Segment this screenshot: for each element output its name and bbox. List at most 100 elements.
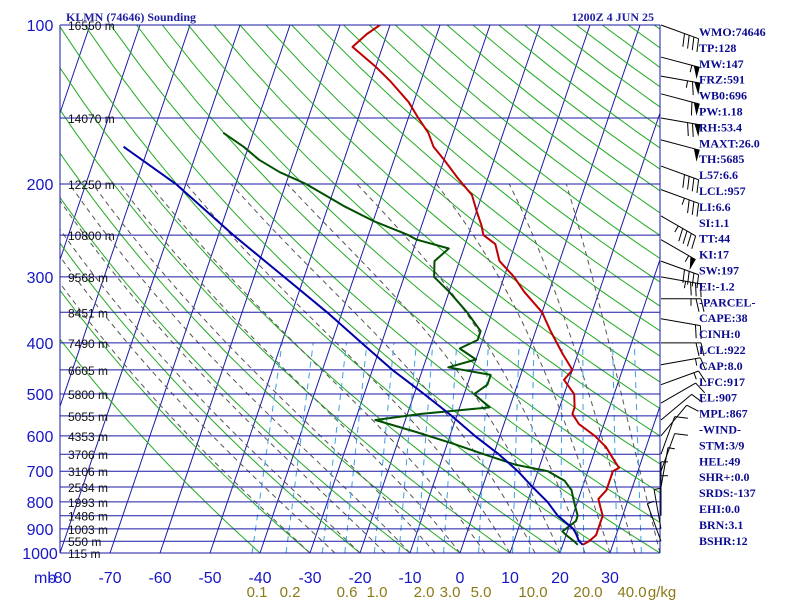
pressure-tick-label: 500 — [27, 387, 54, 404]
pressure-tick-label: 600 — [27, 429, 54, 446]
mixing-ratio-line — [321, 342, 347, 554]
wind-barb — [660, 24, 700, 52]
mixing-ratio-tick-label: 20.0 — [573, 584, 602, 600]
index-entry: FRZ:591 — [699, 73, 745, 87]
index-entry: SI:1.1 — [699, 216, 729, 230]
index-entry: SHR+:0.0 — [699, 470, 750, 484]
moist-adiabat-line — [68, 183, 411, 554]
temperature-tick-label: 10 — [501, 570, 519, 587]
index-entry: KI:17 — [699, 248, 729, 262]
mixing-ratio-line — [582, 342, 585, 554]
index-entry: WB0:696 — [699, 89, 747, 103]
sounding-traces — [122, 25, 620, 546]
mixing-ratio-tick-label: 0.2 — [280, 584, 301, 600]
temperature-tick-label: -50 — [198, 570, 221, 587]
wind-barb — [660, 382, 706, 404]
wind-barb — [660, 215, 697, 249]
isotherm-line — [409, 25, 591, 554]
height-label: 550 m — [68, 535, 101, 549]
index-entry: EHI:0.0 — [699, 502, 740, 516]
index-entry: MPL:867 — [699, 407, 748, 421]
mixing-ratio-line — [285, 342, 314, 554]
temperature-tick-label: -30 — [298, 570, 321, 587]
height-label: 115 m — [68, 547, 100, 561]
wind-barb — [660, 475, 668, 516]
wind-barb — [653, 487, 662, 529]
wind-barb — [660, 165, 700, 194]
mixing-ratio-tick-label: 2.0 — [414, 584, 435, 600]
height-label: 14070 m — [68, 112, 115, 126]
wind-barb — [661, 298, 705, 312]
height-label: 3106 m — [68, 465, 108, 479]
index-entry: CINH:0 — [699, 327, 740, 341]
isotherm-line — [60, 25, 191, 408]
temperature-tick-labels: mb-80 -70 -60 -50 -40 -30 -20 -10 0 10 20 30 — [34, 570, 619, 587]
wind-barb — [660, 239, 696, 271]
isotherm-line — [359, 25, 541, 554]
height-label: 10800 m — [68, 229, 115, 243]
index-entry: SW:197 — [699, 264, 739, 278]
height-label: 16550 m — [68, 19, 115, 33]
mixing-ratio-line — [251, 342, 283, 554]
mixing-ratio-tick-labels: 0.1 0.2 0.6 1.0 2.0 3.0 5.0 10.0 20.0 40.0 g/kg — [247, 584, 677, 600]
index-entry: BSHR:12 — [699, 534, 748, 548]
wind-barb — [661, 342, 705, 357]
index-entry: BRN:3.1 — [699, 518, 743, 532]
mixing-ratio-tick-label: g/kg — [648, 584, 676, 600]
mixing-ratio-line — [512, 342, 520, 554]
chart-time: 1200Z 4 JUN 25 — [572, 10, 654, 24]
mixing-ratio-tick-label: 40.0 — [617, 584, 646, 600]
chart-title: KLMN (74646) Sounding — [66, 10, 196, 24]
mixing-ratio-tick-label: 10.0 — [518, 584, 547, 600]
height-label: 8451 m — [68, 306, 108, 320]
isotherm-line — [259, 25, 441, 554]
height-label: 1003 m — [68, 523, 108, 537]
wind-barb — [660, 75, 701, 96]
parcel-trace — [122, 145, 584, 546]
pressure-tick-label: 300 — [27, 270, 54, 287]
index-entry: SRDS:-137 — [699, 486, 756, 500]
pressure-tick-label: 800 — [27, 495, 54, 512]
isotherm-line — [459, 25, 641, 554]
wind-barb-column — [646, 24, 707, 542]
mixing-ratio-line — [416, 342, 434, 554]
index-entry: STM:3/9 — [699, 438, 744, 452]
moist-adiabat-line — [60, 228, 361, 554]
mixing-ratio-tick-label: 1.0 — [367, 584, 388, 600]
isotherm-line — [509, 111, 660, 554]
temperature-tick-label: 30 — [601, 570, 619, 587]
moist-adiabat-line — [286, 183, 561, 554]
isotherm-line — [109, 25, 291, 554]
mixing-ratio-line — [398, 342, 417, 554]
wind-barb — [660, 318, 702, 340]
mixing-ratio-line — [373, 342, 395, 554]
height-label: 2534 m — [68, 481, 108, 495]
pressure-tick-label: 1000 — [22, 546, 58, 563]
isotherm-line — [60, 25, 141, 262]
index-entry: LI:6.6 — [699, 200, 731, 214]
wind-barb — [660, 433, 688, 472]
dewpoint-trace — [222, 131, 579, 546]
stability-indices-panel: WMO:74646 TP:128 MW:147 FRZ:591 WB0:696 PW:1.… — [699, 25, 766, 548]
temperature-tick-label: -10 — [398, 570, 421, 587]
isotherm-line — [309, 25, 491, 554]
index-entry: LCL:922 — [699, 343, 746, 357]
index-entry: MAXT:26.0 — [699, 136, 760, 150]
wind-barb — [660, 393, 703, 421]
moist-adiabat-line — [149, 183, 486, 554]
mixing-ratio-tick-label: 3.0 — [440, 584, 461, 600]
wind-barb — [660, 404, 699, 437]
moist-adiabat-line — [60, 255, 336, 554]
height-label: 9568 m — [68, 271, 108, 285]
index-entry: -PARCEL- — [699, 295, 755, 309]
mixing-ratio-line — [528, 342, 535, 554]
wind-barb — [660, 139, 700, 162]
height-label: 4353 m — [68, 430, 108, 444]
temperature-tick-label: -40 — [248, 570, 271, 587]
moist-adiabat-line — [435, 183, 611, 554]
mixing-ratio-line — [344, 342, 368, 554]
index-entry: L57:6.6 — [699, 168, 738, 182]
index-entry: PW:1.18 — [699, 105, 743, 119]
pressure-tick-label: 100 — [27, 18, 54, 35]
